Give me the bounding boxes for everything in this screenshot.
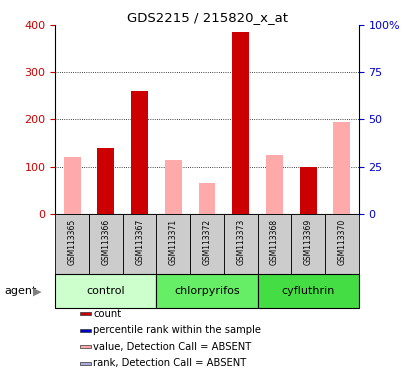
Bar bbox=[97, 148, 114, 214]
Bar bbox=[190, 214, 223, 274]
Text: GSM113367: GSM113367 bbox=[135, 218, 144, 265]
Text: GSM113365: GSM113365 bbox=[67, 218, 76, 265]
Text: GSM113373: GSM113373 bbox=[236, 218, 245, 265]
Bar bbox=[291, 214, 324, 274]
Bar bbox=[79, 329, 90, 332]
Bar bbox=[156, 274, 257, 308]
Bar bbox=[131, 91, 148, 214]
Bar bbox=[64, 157, 81, 214]
Text: chlorpyrifos: chlorpyrifos bbox=[174, 286, 239, 296]
Bar bbox=[257, 274, 358, 308]
Bar bbox=[265, 155, 282, 214]
Bar bbox=[122, 214, 156, 274]
Text: GSM113366: GSM113366 bbox=[101, 218, 110, 265]
Bar bbox=[198, 183, 215, 214]
Text: cyfluthrin: cyfluthrin bbox=[281, 286, 334, 296]
Bar bbox=[79, 345, 90, 348]
Text: GSM113369: GSM113369 bbox=[303, 218, 312, 265]
Bar bbox=[333, 122, 349, 214]
Text: percentile rank within the sample: percentile rank within the sample bbox=[93, 325, 261, 335]
Bar bbox=[257, 214, 291, 274]
Bar bbox=[299, 167, 316, 214]
Bar bbox=[79, 362, 90, 365]
Text: value, Detection Call = ABSENT: value, Detection Call = ABSENT bbox=[93, 342, 251, 352]
Text: GSM113372: GSM113372 bbox=[202, 218, 211, 265]
Title: GDS2215 / 215820_x_at: GDS2215 / 215820_x_at bbox=[126, 11, 287, 24]
Text: control: control bbox=[86, 286, 125, 296]
Bar bbox=[55, 214, 89, 274]
Text: GSM113368: GSM113368 bbox=[269, 218, 278, 265]
Text: agent: agent bbox=[4, 286, 36, 296]
Text: count: count bbox=[93, 309, 121, 319]
Text: GSM113370: GSM113370 bbox=[337, 218, 346, 265]
Bar bbox=[89, 214, 122, 274]
Bar bbox=[55, 274, 156, 308]
Bar bbox=[324, 214, 358, 274]
Text: GSM113371: GSM113371 bbox=[169, 218, 178, 265]
Bar bbox=[223, 214, 257, 274]
Text: ▶: ▶ bbox=[33, 286, 41, 296]
Bar bbox=[232, 32, 249, 214]
Bar bbox=[79, 312, 90, 315]
Bar bbox=[164, 159, 181, 214]
Text: rank, Detection Call = ABSENT: rank, Detection Call = ABSENT bbox=[93, 358, 246, 368]
Bar bbox=[156, 214, 190, 274]
